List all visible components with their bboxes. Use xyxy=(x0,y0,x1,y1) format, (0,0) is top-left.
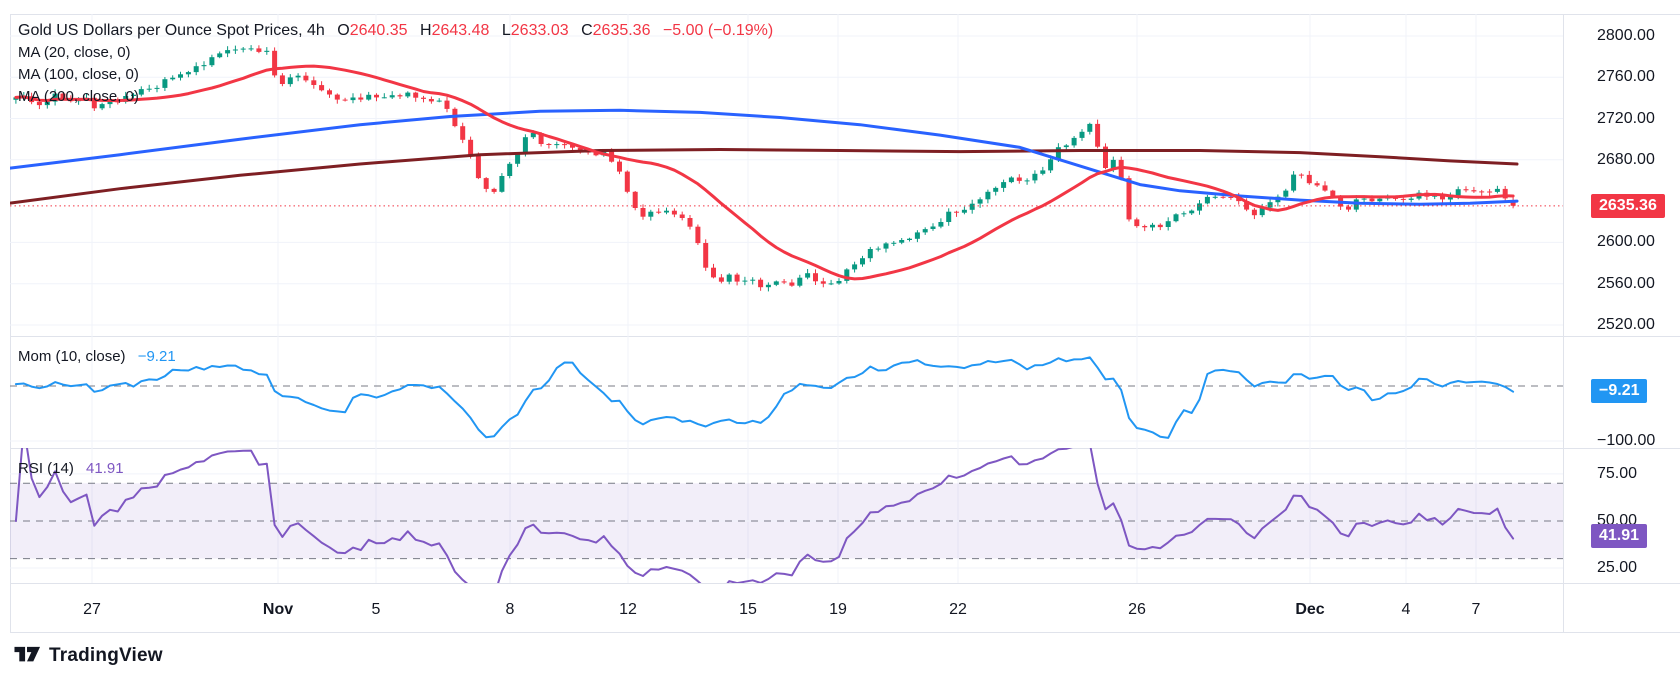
time-axis-label: 5 xyxy=(371,601,381,618)
price-axis-label: 2720.00 xyxy=(1597,109,1655,127)
price-axis-label: 2520.00 xyxy=(1597,315,1655,333)
rsi-legend-label: RSI (14) xyxy=(18,460,74,477)
tradingview-logo[interactable]: TradingView xyxy=(14,642,163,670)
time-axis-label: 19 xyxy=(829,601,847,618)
ma20-legend: MA (20, close, 0) xyxy=(18,44,131,61)
ohlc-open-value: 2640.35 xyxy=(349,22,408,39)
momentum-pane-canvas[interactable] xyxy=(10,336,1563,448)
time-axis-label: Nov xyxy=(262,601,294,618)
ohlc-open-label: O xyxy=(337,22,350,39)
time-axis-label: 27 xyxy=(83,601,101,618)
price-axis-label: 2800.00 xyxy=(1597,26,1655,44)
frame-bottom xyxy=(10,632,1680,633)
price-axis-separator xyxy=(1563,14,1564,632)
ohlc-low-label: L xyxy=(501,22,511,39)
time-axis-label: 7 xyxy=(1471,601,1481,618)
ohlc-high-value: 2643.48 xyxy=(431,22,490,39)
ohlc-close-label: C xyxy=(581,22,593,39)
rsi-legend: RSI (14) 41.91 xyxy=(18,459,124,479)
frame-top xyxy=(10,14,1680,15)
mom-value-badge: −9.21 xyxy=(1591,379,1648,404)
time-axis-label: 26 xyxy=(1128,601,1146,618)
price-axis-label: 75.00 xyxy=(1597,464,1638,482)
price-axis[interactable]: 2800.00 2760.00 2720.00 2680.00 2600.00 2560.… xyxy=(1563,14,1680,632)
price-axis-label: 25.00 xyxy=(1597,558,1638,576)
time-axis-label: 22 xyxy=(949,601,967,618)
change-value: −5.00 (−0.19%) xyxy=(662,22,774,39)
tradingview-logo-icon xyxy=(14,646,41,667)
pane-separator-rsi[interactable] xyxy=(10,448,1680,449)
tradingview-logo-text: TradingView xyxy=(49,645,163,666)
price-pane-canvas[interactable] xyxy=(10,14,1563,336)
momentum-legend: Mom (10, close) −9.21 xyxy=(18,347,176,367)
price-pane-legend: Gold US Dollars per Ounce Spot Prices, 4… xyxy=(18,20,773,108)
rsi-value-badge: 41.91 xyxy=(1591,524,1648,549)
time-axis-label: Dec xyxy=(1295,601,1325,618)
price-axis-label: 2760.00 xyxy=(1597,68,1655,86)
price-axis-label: 2600.00 xyxy=(1597,233,1655,251)
rsi-pane-canvas[interactable] xyxy=(10,448,1563,583)
ohlc-high-label: H xyxy=(420,22,432,39)
rsi-legend-value: 41.91 xyxy=(86,460,124,477)
ma200-legend: MA (200, close, 0) xyxy=(18,88,139,105)
frame-left xyxy=(10,14,11,632)
time-axis-separator xyxy=(10,583,1680,584)
time-axis-label: 8 xyxy=(505,601,515,618)
time-axis-label: 12 xyxy=(619,601,637,618)
time-axis-label: 4 xyxy=(1401,601,1411,618)
time-axis-label: 15 xyxy=(739,601,757,618)
price-axis-label: −100.00 xyxy=(1597,432,1656,450)
pane-separator-mom[interactable] xyxy=(10,336,1680,337)
price-axis-label: 2680.00 xyxy=(1597,150,1655,168)
price-axis-label: 2560.00 xyxy=(1597,274,1655,292)
momentum-legend-value: −9.21 xyxy=(137,348,176,365)
chart-title: Gold US Dollars per Ounce Spot Prices, 4… xyxy=(18,22,325,39)
momentum-legend-label: Mom (10, close) xyxy=(18,348,126,365)
ma100-legend: MA (100, close, 0) xyxy=(18,66,139,83)
last-price-badge: 2635.36 xyxy=(1591,193,1665,218)
ohlc-low-value: 2633.03 xyxy=(510,22,569,39)
ohlc-close-value: 2635.36 xyxy=(592,22,651,39)
